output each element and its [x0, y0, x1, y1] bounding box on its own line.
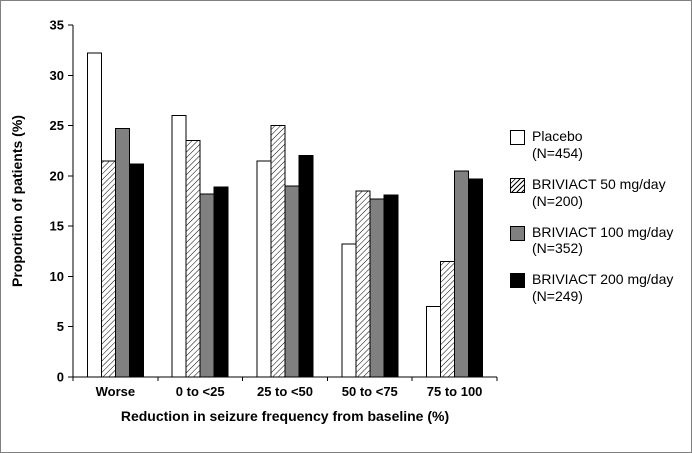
y-tick-label: 15	[50, 219, 64, 234]
bar-series2-cat1	[199, 193, 215, 378]
x-category-label: 25 to <50	[257, 384, 313, 399]
legend-item-briviact-50: BRIVIACT 50 mg/day (N=200)	[510, 176, 688, 210]
legend-series-n: (N=352)	[532, 240, 583, 257]
bar-series3-cat0	[128, 163, 144, 378]
bar-series2-cat2	[284, 185, 300, 378]
y-tick-label: 20	[50, 168, 64, 183]
legend-swatch-placebo	[510, 130, 525, 146]
bar-series3-cat4	[468, 178, 484, 378]
chart-area: 0 5 10 15 20 25 30 35 Worse 0 to <25 25 to <50 50 t…	[5, 5, 510, 448]
legend: Placebo (N=454) BRIVIACT 50 mg/day (N=20…	[510, 5, 688, 448]
bar-series0-cat1	[171, 115, 187, 378]
x-category-label: Worse	[96, 384, 136, 399]
legend-swatch-briviact-100	[510, 225, 525, 241]
x-category-label: 75 to 100	[427, 384, 483, 399]
y-axis-title: Proportion of patients (%)	[9, 115, 25, 287]
bar-series3-cat3	[383, 194, 399, 378]
legend-label-briviact-50: BRIVIACT 50 mg/day (N=200)	[532, 176, 666, 210]
bar-series0-cat0	[86, 52, 102, 378]
bar-series2-cat3	[369, 198, 385, 378]
legend-label-briviact-100: BRIVIACT 100 mg/day (N=352)	[532, 224, 673, 258]
y-tick-label: 30	[50, 68, 64, 83]
bar-series1-cat1	[185, 140, 201, 378]
legend-series-name: BRIVIACT 100 mg/day	[532, 223, 674, 240]
bar-series0-cat3	[341, 243, 357, 378]
legend-item-briviact-200: BRIVIACT 200 mg/day (N=249)	[510, 271, 688, 305]
legend-series-n: (N=200)	[532, 192, 583, 209]
bar-series1-cat3	[355, 190, 371, 378]
x-axis-title: Reduction in seizure frequency from base…	[121, 408, 449, 424]
legend-item-briviact-100: BRIVIACT 100 mg/day (N=352)	[510, 224, 688, 258]
bar-chart-plot: 0 5 10 15 20 25 30 35 Worse 0 to <25 25 to <50 50 t…	[9, 18, 498, 424]
legend-item-placebo: Placebo (N=454)	[510, 128, 688, 162]
x-category-label: 0 to <25	[176, 384, 225, 399]
bar-series2-cat4	[454, 170, 470, 378]
legend-series-n: (N=249)	[532, 287, 583, 304]
legend-swatch-briviact-200	[510, 273, 525, 289]
y-tick-label: 0	[57, 370, 64, 385]
y-tick-label: 5	[57, 319, 64, 334]
y-tick-label: 35	[50, 18, 64, 33]
legend-series-name: BRIVIACT 200 mg/day	[532, 271, 674, 288]
legend-swatch-briviact-50	[510, 177, 525, 193]
legend-label-placebo: Placebo (N=454)	[532, 128, 583, 162]
bar-series2-cat0	[114, 128, 130, 378]
y-tick-label: 25	[50, 118, 64, 133]
bar-series3-cat1	[213, 186, 229, 378]
x-category-label: 50 to <75	[342, 384, 398, 399]
legend-series-name: BRIVIACT 50 mg/day	[532, 175, 666, 192]
plot-group: 0 5 10 15 20 25 30 35 Worse 0 to <25 25 to <50 50 t…	[50, 18, 498, 399]
bar-series3-cat2	[298, 155, 314, 378]
legend-series-name: Placebo	[532, 128, 583, 145]
legend-label-briviact-200: BRIVIACT 200 mg/day (N=249)	[532, 271, 673, 305]
bar-series1-cat0	[100, 160, 116, 378]
y-tick-label: 10	[50, 269, 64, 284]
bar-series1-cat2	[270, 125, 286, 378]
legend-series-n: (N=454)	[532, 145, 583, 162]
bar-series1-cat4	[440, 260, 456, 378]
bar-series0-cat2	[256, 160, 272, 378]
bar-series0-cat4	[426, 306, 442, 378]
